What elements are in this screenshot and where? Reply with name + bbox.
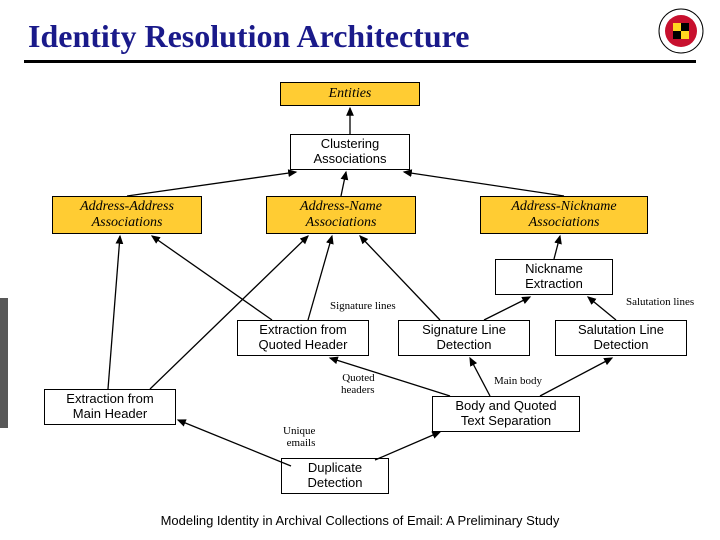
box-entities: Entities [280, 82, 420, 106]
box-label: Associations [314, 152, 387, 167]
box-label: Extraction from [259, 323, 346, 338]
box-label: Extraction from [66, 392, 153, 407]
box-label: Address-Nickname [511, 199, 616, 215]
university-logo [656, 6, 706, 56]
box-label: Text Separation [461, 414, 551, 429]
box-label: Duplicate [308, 461, 362, 476]
box-label: Main Header [73, 407, 147, 422]
title-underline [24, 60, 696, 63]
box-body-sep: Body and Quoted Text Separation [432, 396, 580, 432]
box-nickname-extraction: Nickname Extraction [495, 259, 613, 295]
box-label: Associations [529, 215, 600, 231]
box-sal-detect: Salutation Line Detection [555, 320, 687, 356]
box-addr-name: Address-Name Associations [266, 196, 416, 234]
label-main-body: Main body [494, 375, 542, 387]
box-addr-addr: Address-Address Associations [52, 196, 202, 234]
box-clustering: Clustering Associations [290, 134, 410, 170]
label-unique-emails: Unique emails [283, 425, 315, 449]
box-sig-detect: Signature Line Detection [398, 320, 530, 356]
box-label: Quoted Header [259, 338, 348, 353]
label-signature-lines: Signature lines [330, 300, 396, 312]
box-addr-nick: Address-Nickname Associations [480, 196, 648, 234]
label-quoted-headers: Quoted headers [341, 372, 375, 396]
box-extract-quoted: Extraction from Quoted Header [237, 320, 369, 356]
box-label: Associations [92, 215, 163, 231]
box-label: Detection [437, 338, 492, 353]
box-label: Signature Line [422, 323, 506, 338]
box-label: Nickname [525, 262, 583, 277]
box-label: Address-Name [300, 199, 382, 215]
box-label: Detection [308, 476, 363, 491]
box-label: Detection [594, 338, 649, 353]
box-label: Entities [329, 86, 372, 102]
box-label: Associations [306, 215, 377, 231]
page-title: Identity Resolution Architecture [28, 18, 469, 55]
box-dup-detect: Duplicate Detection [281, 458, 389, 494]
box-label: Salutation Line [578, 323, 664, 338]
box-label: Clustering [321, 137, 380, 152]
box-label: Extraction [525, 277, 583, 292]
box-label: Body and Quoted [455, 399, 556, 414]
box-extract-main: Extraction from Main Header [44, 389, 176, 425]
footer-text: Modeling Identity in Archival Collection… [0, 513, 720, 528]
box-label: Address-Address [80, 199, 174, 215]
label-salutation-lines: Salutation lines [626, 296, 694, 308]
left-accent-bar [0, 298, 8, 428]
